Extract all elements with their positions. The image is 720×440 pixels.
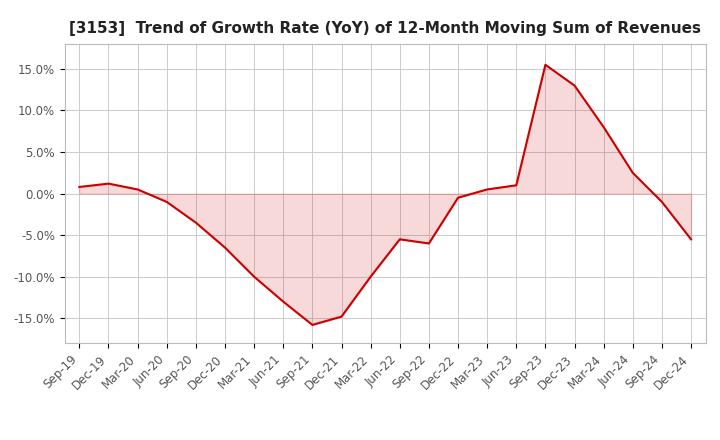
Title: [3153]  Trend of Growth Rate (YoY) of 12-Month Moving Sum of Revenues: [3153] Trend of Growth Rate (YoY) of 12-…	[69, 21, 701, 36]
